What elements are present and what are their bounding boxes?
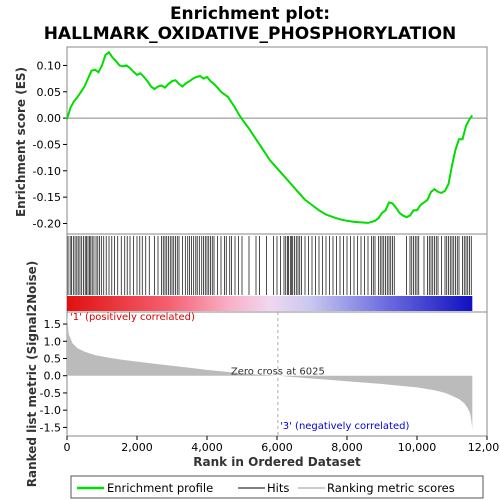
x-tick-label: 2,000 <box>121 441 153 454</box>
es-panel-frame <box>66 46 488 235</box>
metric-y-tick-label: -0.5 <box>40 387 61 400</box>
es-y-axis-label: Enrichment score (ES) <box>14 67 28 217</box>
metric-y-tick-label: 1.0 <box>44 335 62 348</box>
legend-box <box>70 475 484 499</box>
metric-y-tick-label: -1.0 <box>40 404 61 417</box>
es-y-tick-label: 0.00 <box>37 112 62 125</box>
x-tick-label: 12,000 <box>468 441 500 454</box>
zero-cross-annotation: Zero cross at 6025 <box>231 367 325 378</box>
negative-correlation-label: '3' (negatively correlated) <box>280 421 409 432</box>
enrichment-profile-line <box>66 50 474 224</box>
x-tick-label: 6,000 <box>261 441 293 454</box>
x-tick-label: 8,000 <box>331 441 363 454</box>
es-y-tick-label: -0.20 <box>33 217 61 230</box>
es-y-tick-label: -0.05 <box>33 138 61 151</box>
legend-metric-label: Ranking metric scores <box>327 481 455 495</box>
x-tick-label: 10,000 <box>398 441 437 454</box>
metric-y-tick-label: 1.5 <box>44 318 62 331</box>
x-tick-label: 4,000 <box>191 441 223 454</box>
x-axis-label: Rank in Ordered Dataset <box>193 455 361 469</box>
metric-y-tick-label: 0.0 <box>44 370 62 383</box>
es-y-tick-label: -0.15 <box>33 191 61 204</box>
es-y-axis: 0.10 0.05 0.00 -0.05 -0.10 -0.15 -0.20 <box>33 59 67 230</box>
chart-title-line2: HALLMARK_OXIDATIVE_PHOSPHORYLATION <box>44 24 457 44</box>
es-y-tick-label: -0.10 <box>33 165 61 178</box>
ranking-metric-area <box>67 315 473 430</box>
x-axis: 0 2,000 4,000 6,000 8,000 10,000 12,000 <box>64 436 500 454</box>
es-y-tick-label: 0.05 <box>37 86 62 99</box>
x-tick-label: 0 <box>64 441 71 454</box>
metric-y-tick-label: -1.5 <box>40 421 61 434</box>
positive-correlation-label: '1' (positively correlated) <box>70 312 195 323</box>
legend-profile-label: Enrichment profile <box>107 481 213 495</box>
ranking-color-bar <box>67 296 473 311</box>
es-y-tick-label: 0.10 <box>37 59 62 72</box>
metric-y-axis-label: Ranked list metric (Signal2Noise) <box>25 261 39 488</box>
legend-hits-label: Hits <box>267 481 289 495</box>
hits-markers <box>67 236 472 295</box>
chart-title-line1: Enrichment plot: <box>170 4 330 24</box>
metric-y-axis: 1.5 1.0 0.5 0.0 -0.5 -1.0 -1.5 <box>40 318 67 434</box>
metric-y-tick-label: 0.5 <box>44 353 62 366</box>
